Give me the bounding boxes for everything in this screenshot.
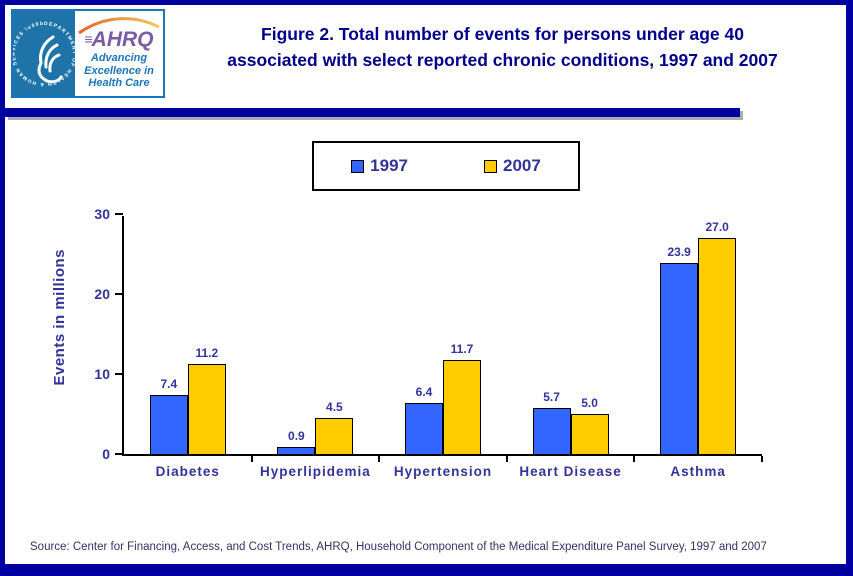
bar-value-label: 5.0 (581, 396, 598, 410)
y-axis-tick (115, 373, 123, 375)
bar-value-label: 7.4 (160, 376, 178, 391)
y-axis-tick-label: 10 (94, 366, 110, 382)
legend-swatch-2007 (484, 159, 497, 173)
bar-2007-hyperlipidemia: 4.5 (315, 400, 354, 454)
category-group-heart-disease: 5.7 5.0 Heart Disease (507, 216, 636, 479)
plot-area: 0 10 20 30 7.4 11.2 Diabetes 0.9 4.5 Hyperlipidem… (94, 206, 763, 479)
x-axis-tick (760, 456, 763, 462)
legend-swatch-1997 (351, 159, 365, 173)
legend: 1997 2007 (312, 141, 580, 191)
source-note: Source: Center for Financing, Access, an… (30, 541, 767, 553)
bar-value-label: 23.9 (667, 244, 691, 259)
category-group-asthma: 23.9 27.0 Asthma (634, 216, 763, 479)
bar-value-label: 11.7 (450, 342, 474, 357)
ahrq-logo-text: ≡AHRQ (84, 28, 154, 51)
hhs-seal-icon: DEPARTMENT OF HEALTH & HUMAN SERVICES \u… (11, 7, 76, 96)
y-axis-title: Events in millions (51, 249, 68, 386)
bar-value-label: 5.7 (543, 390, 560, 405)
category-group-hyperlipidemia: 0.9 4.5 Hyperlipidemia (252, 216, 381, 479)
x-axis-label-asthma: Asthma (670, 464, 726, 479)
bar-1997-diabetes: 7.4 (149, 377, 188, 454)
bar-2007-asthma: 27.0 (698, 220, 737, 454)
x-axis-label-hyperlipidemia: Hyperlipidemia (260, 464, 371, 479)
bar-value-label: 4.5 (326, 400, 343, 414)
x-axis-label-diabetes: Diabetes (155, 464, 220, 479)
bar-2007-hypertension: 11.7 (442, 342, 481, 454)
y-axis-tick (115, 453, 123, 455)
bar-1997-asthma: 23.9 (660, 245, 699, 454)
y-axis-tick-label: 30 (94, 206, 110, 222)
swoosh-icon (78, 17, 160, 35)
x-axis-tick (250, 456, 253, 462)
legend-item-1997: 1997 (351, 156, 408, 176)
y-axis-tick (115, 293, 123, 295)
figure-title: Figure 2. Total number of events for per… (167, 21, 838, 74)
bar-2007-heart-disease: 5.0 (570, 396, 609, 454)
legend-label-2007: 2007 (503, 156, 541, 175)
figure-title-line2: associated with select reported chronic … (227, 50, 778, 71)
bar-value-label: 6.4 (415, 384, 433, 399)
bar-value-label: 27.0 (705, 220, 729, 234)
legend-label-1997: 1997 (370, 156, 408, 175)
header-divider-rule (5, 108, 740, 117)
x-axis-label-heart-disease: Heart Disease (519, 464, 622, 479)
y-axis-tick-label: 0 (102, 446, 110, 462)
ahrq-logo-panel: ≡AHRQ Advancing Excellence in Health Car… (75, 11, 163, 96)
category-group-diabetes: 7.4 11.2 Diabetes (124, 216, 253, 479)
figure-title-line1: Figure 2. Total number of events for per… (261, 24, 744, 44)
ahrq-hhs-logo: DEPARTMENT OF HEALTH & HUMAN SERVICES \u… (11, 7, 165, 98)
eagle-glyph (37, 35, 63, 84)
bar-1997-heart-disease: 5.7 (532, 390, 571, 454)
bar-value-label: 11.2 (195, 346, 219, 361)
ahrq-tagline: Advancing Excellence in Health Care (84, 52, 154, 90)
bar-2007-diabetes: 11.2 (187, 346, 226, 454)
x-axis-label-hypertension: Hypertension (393, 464, 493, 479)
x-axis-tick (633, 456, 636, 462)
y-axis-tick (115, 213, 123, 215)
legend-item-2007: 2007 (484, 156, 541, 176)
y-axis-tick-label: 20 (94, 286, 110, 302)
x-axis-tick (505, 456, 508, 462)
bar-1997-hypertension: 6.4 (404, 385, 443, 454)
bar-1997-hyperlipidemia: 0.9 (277, 429, 316, 454)
category-group-hypertension: 6.4 11.7 Hypertension (379, 216, 508, 479)
speed-lines-icon: ≡ (84, 31, 92, 47)
bar-value-label: 0.9 (288, 428, 305, 443)
x-axis-tick (378, 456, 381, 462)
